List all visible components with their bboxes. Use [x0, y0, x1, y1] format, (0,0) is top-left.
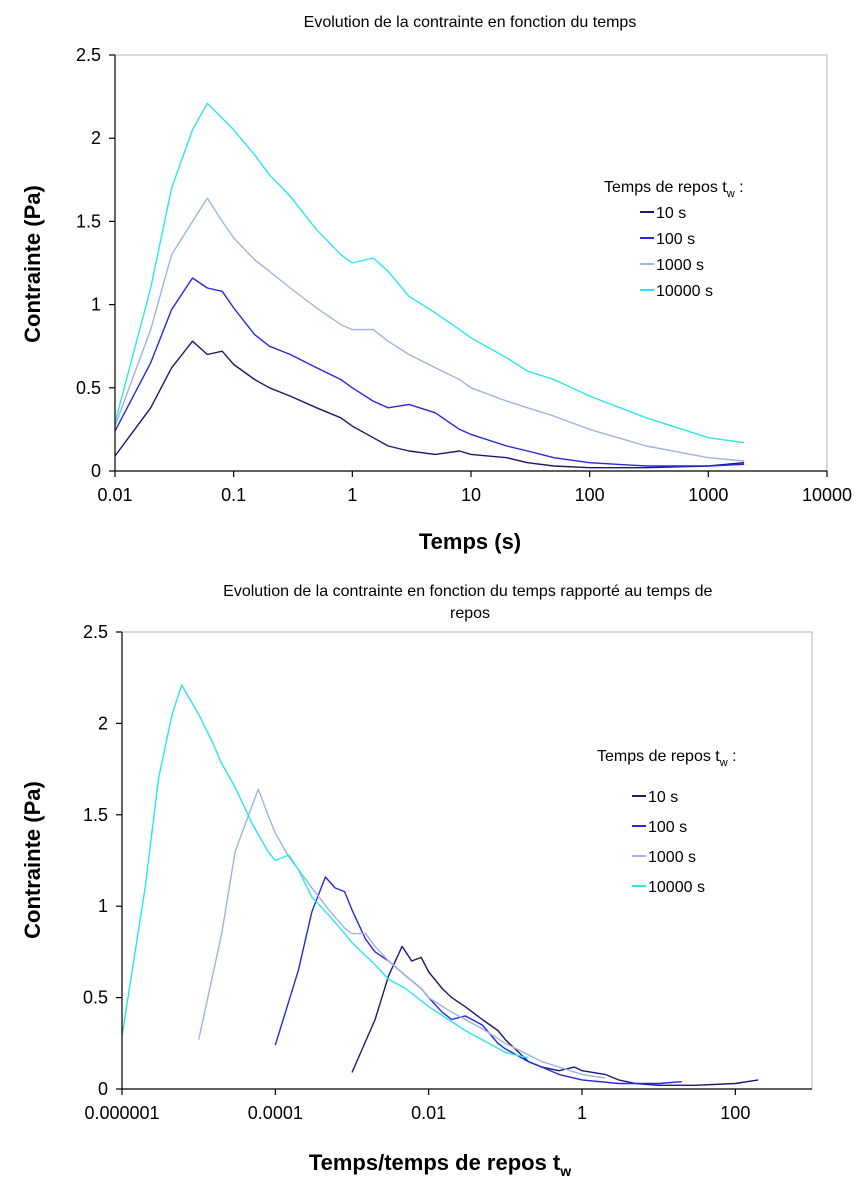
- chart2-x-tick-label: 0.01: [411, 1103, 446, 1123]
- chart1-x-tick-label: 100: [575, 485, 605, 505]
- chart2-series-100s: [274, 876, 682, 1085]
- chart1-x-tick-label: 10000: [802, 485, 852, 505]
- chart2-x-tick-label: 0.000001: [84, 1103, 159, 1123]
- chart1-y-tick-label: 0.5: [76, 378, 101, 398]
- chart1-y-tick-label: 0: [91, 461, 101, 481]
- chart2-legend-label: 10000 s: [648, 879, 705, 896]
- chart1-series-10000s: [114, 102, 745, 444]
- chart1-legend-label: 10 s: [656, 205, 686, 222]
- chart1-legend-items: 10 s 100 s 1000 s 10000 s: [640, 205, 713, 300]
- chart2-y-tick-label: 1.5: [83, 805, 108, 825]
- chart1-series-1000s: [114, 197, 745, 462]
- chart2-series-10000s: [121, 684, 529, 1059]
- chart2-x-tick-label: 0.0001: [248, 1103, 303, 1123]
- chart1-x-tick-label: 0.01: [97, 485, 132, 505]
- chart2-y-tick-label: 1: [98, 896, 108, 916]
- chart1-x-tick-label: 1000: [688, 485, 728, 505]
- chart2-y-tick-label: 2: [98, 713, 108, 733]
- chart2-legend-items: 10 s 100 s 1000 s 10000 s: [632, 789, 705, 896]
- chart2-y-axis-title: Contrainte (Pa): [20, 781, 45, 939]
- chart1-x-ticks: 0.01 0.1 1 10 100 1000 10000: [97, 471, 852, 505]
- chart2-y-tick-label: 2.5: [83, 622, 108, 642]
- chart2-legend-label: 1000 s: [648, 849, 696, 866]
- chart2-y-tick-label: 0: [98, 1079, 108, 1099]
- chart1-legend-label: 10000 s: [656, 283, 713, 300]
- chart2-y-tick-label: 0.5: [83, 988, 108, 1008]
- chart2-legend: Temps de repos tw : 10 s 100 s 1000 s 10000…: [597, 748, 737, 896]
- chart-time: Evolution de la contrainte en fonction d…: [20, 14, 852, 554]
- chart1-series-10s: [114, 340, 745, 469]
- chart1-legend-title: Temps de repos tw :: [604, 179, 744, 200]
- chart1-x-tick-label: 0.1: [221, 485, 246, 505]
- chart2-x-axis-title: Temps/temps de repos tw: [309, 1150, 571, 1179]
- chart2-series-1000s: [198, 788, 606, 1079]
- chart2-series-10s: [351, 945, 759, 1087]
- chart1-title: Evolution de la contrainte en fonction d…: [304, 14, 637, 31]
- chart2-y-ticks: 0 0.5 1 1.5 2 2.5: [83, 622, 122, 1099]
- chart1-legend-label: 1000 s: [656, 257, 704, 274]
- chart1-y-tick-label: 2: [91, 128, 101, 148]
- chart2-legend-label: 10 s: [648, 789, 678, 806]
- chart1-y-axis-title: Contrainte (Pa): [20, 185, 45, 343]
- chart2-title: Evolution de la contrainte en fonction d…: [223, 583, 717, 622]
- chart2-legend-title: Temps de repos tw :: [597, 748, 737, 769]
- chart1-y-tick-label: 1.5: [76, 211, 101, 231]
- chart1-x-axis-title: Temps (s): [419, 529, 521, 554]
- chart1-y-tick-label: 1: [91, 295, 101, 315]
- chart1-y-ticks: 0 0.5 1 1.5 2 2.5: [76, 45, 115, 481]
- chart2-legend-label: 100 s: [648, 819, 687, 836]
- chart1-legend-label: 100 s: [656, 231, 695, 248]
- chart2-title-line1: Evolution de la contrainte en fonction d…: [223, 583, 712, 600]
- chart2-x-tick-label: 100: [720, 1103, 750, 1123]
- chart2-x-ticks: 0.000001 0.0001 0.01 1 100: [84, 1089, 750, 1123]
- chart1-y-tick-label: 2.5: [76, 45, 101, 65]
- chart1-x-tick-label: 10: [461, 485, 481, 505]
- chart-time-ratio: Evolution de la contrainte en fonction d…: [20, 583, 813, 1179]
- chart1-series: [114, 102, 745, 469]
- chart2-series: [121, 684, 759, 1087]
- chart2-x-tick-label: 1: [577, 1103, 587, 1123]
- chart1-legend: Temps de repos tw : 10 s 100 s 1000 s 10000…: [604, 179, 744, 300]
- chart1-x-tick-label: 1: [347, 485, 357, 505]
- chart1-series-100s: [114, 277, 745, 467]
- chart2-title-line2: repos: [450, 605, 490, 622]
